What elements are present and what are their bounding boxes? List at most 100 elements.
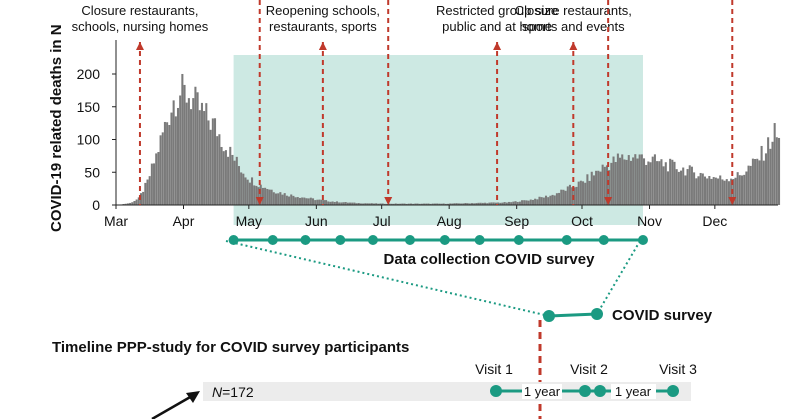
visit-2-label: Visit 2 xyxy=(570,361,608,377)
deaths-bar xyxy=(743,174,746,205)
deaths-bar xyxy=(586,174,589,205)
deaths-bar xyxy=(675,169,678,205)
deaths-bar xyxy=(314,200,317,205)
deaths-bar xyxy=(619,157,622,205)
survey-marker xyxy=(439,235,450,245)
deaths-bar xyxy=(662,166,665,205)
deaths-bar xyxy=(658,161,661,205)
zoom-survey-label: COVID survey xyxy=(612,307,713,324)
deaths-bar xyxy=(146,179,149,205)
deaths-bar xyxy=(540,197,543,205)
deaths-bar xyxy=(253,185,256,205)
deaths-bar xyxy=(603,166,606,205)
deaths-bar xyxy=(211,118,214,205)
deaths-bar xyxy=(560,189,563,205)
deaths-bar xyxy=(623,159,626,205)
deaths-bar xyxy=(135,199,138,205)
deaths-bar xyxy=(497,202,500,205)
deaths-bar xyxy=(669,158,672,205)
deaths-bar xyxy=(436,203,439,205)
deaths-bar xyxy=(466,203,469,205)
deaths-bar xyxy=(375,203,378,205)
deaths-bar xyxy=(390,203,393,205)
deaths-bar xyxy=(124,203,127,205)
deaths-bar xyxy=(494,202,497,205)
deaths-bar xyxy=(264,187,267,205)
participants-arrow-shaft xyxy=(151,394,193,419)
measure-event-label: restaurants, sports xyxy=(269,19,377,34)
deaths-bar xyxy=(444,203,447,205)
measure-event-arrowhead xyxy=(318,42,327,50)
deaths-bar xyxy=(220,146,223,205)
deaths-bar xyxy=(401,203,404,205)
deaths-bar xyxy=(209,129,212,205)
deaths-bar xyxy=(233,160,236,205)
deaths-bar xyxy=(294,197,297,205)
survey-marker xyxy=(474,235,485,245)
survey-period-label: Data collection COVID survey xyxy=(384,251,596,268)
deaths-bar xyxy=(268,189,271,205)
survey-marker xyxy=(404,235,415,245)
deaths-bar xyxy=(601,164,604,205)
visit-1-marker xyxy=(490,385,502,397)
deaths-bar xyxy=(270,189,273,205)
deaths-bar xyxy=(697,176,700,205)
deaths-bar xyxy=(274,193,278,205)
deaths-bar xyxy=(372,203,376,205)
deaths-bar xyxy=(261,187,264,205)
deaths-bar xyxy=(629,160,632,205)
y-axis: 0 50 100 150 200 xyxy=(77,40,117,213)
deaths-bar xyxy=(512,201,515,205)
deaths-bar xyxy=(653,154,656,205)
deaths-bar xyxy=(346,202,349,205)
deaths-bar xyxy=(775,137,778,205)
deaths-bar xyxy=(179,95,182,205)
deaths-bar xyxy=(349,202,352,205)
x-tick-label: Apr xyxy=(173,213,195,229)
deaths-bar xyxy=(701,173,704,205)
deaths-bar xyxy=(185,102,188,205)
deaths-bar xyxy=(277,193,280,205)
deaths-bar xyxy=(174,116,177,205)
deaths-bar xyxy=(407,203,410,205)
deaths-bar xyxy=(756,158,759,205)
deaths-bar xyxy=(296,197,299,205)
deaths-bar xyxy=(462,203,465,205)
deaths-bar xyxy=(734,177,737,205)
deaths-bar xyxy=(403,203,406,205)
deaths-bar xyxy=(366,203,369,205)
deaths-bar xyxy=(767,137,770,205)
deaths-bar xyxy=(614,162,617,205)
deaths-bar xyxy=(168,124,171,205)
deaths-bar xyxy=(218,134,221,205)
y-tick-label: 100 xyxy=(77,132,101,148)
deaths-bar xyxy=(126,203,129,205)
measure-events: Closure restaurants,schools, nursing hom… xyxy=(72,0,737,205)
zoom-survey-end-marker xyxy=(591,308,603,320)
deaths-bar xyxy=(176,107,180,205)
deaths-bar xyxy=(562,189,565,205)
deaths-bar xyxy=(246,179,249,205)
visit-3-label: Visit 3 xyxy=(659,361,697,377)
deaths-bar xyxy=(740,175,744,205)
deaths-bar xyxy=(534,198,537,205)
deaths-bar xyxy=(625,159,628,205)
deaths-bar xyxy=(760,145,763,205)
deaths-bar xyxy=(338,202,341,205)
deaths-bar xyxy=(301,197,304,205)
deaths-bar xyxy=(499,202,502,205)
x-tick-label: Jul xyxy=(373,213,391,229)
survey-marker xyxy=(335,235,346,245)
interval-1-label: 1 year xyxy=(524,384,561,399)
deaths-bar xyxy=(272,192,275,205)
deaths-bar xyxy=(710,178,713,205)
deaths-bar xyxy=(335,201,338,205)
deaths-bar xyxy=(588,180,591,205)
deaths-bar xyxy=(695,178,698,205)
deaths-bar xyxy=(362,203,365,205)
deaths-bar xyxy=(322,200,325,205)
deaths-bar xyxy=(285,195,288,205)
deaths-bar xyxy=(680,170,683,205)
deaths-bar xyxy=(634,154,637,205)
zoom-connector-left xyxy=(225,240,550,317)
